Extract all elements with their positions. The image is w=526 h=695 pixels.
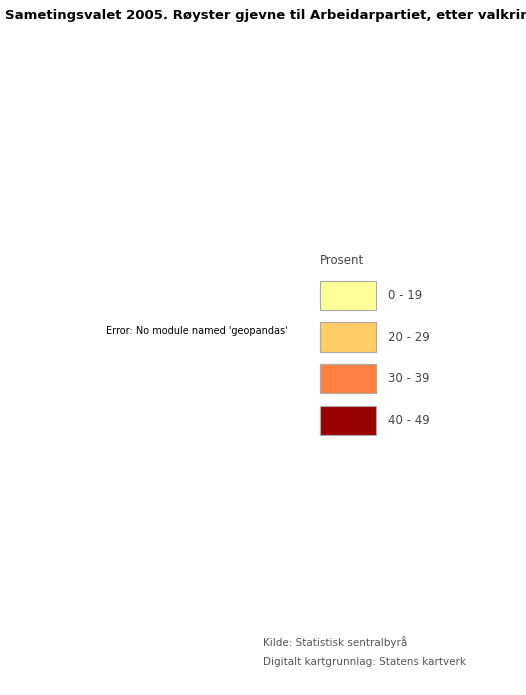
- FancyBboxPatch shape: [320, 322, 376, 352]
- Text: Error: No module named 'geopandas': Error: No module named 'geopandas': [106, 325, 288, 336]
- Text: 20 - 29: 20 - 29: [388, 331, 429, 343]
- FancyBboxPatch shape: [320, 406, 376, 435]
- Text: 0 - 19: 0 - 19: [388, 289, 422, 302]
- Text: 40 - 49: 40 - 49: [388, 414, 429, 427]
- Text: Kilde: Statistisk sentralbyrå: Kilde: Statistisk sentralbyrå: [263, 637, 407, 648]
- Text: Digitalt kartgrunnlag: Statens kartverk: Digitalt kartgrunnlag: Statens kartverk: [263, 657, 466, 667]
- Text: Sametingsvalet 2005. Røyster gjevne til Arbeidarpartiet, etter valkrins. Prosent: Sametingsvalet 2005. Røyster gjevne til …: [5, 9, 526, 22]
- FancyBboxPatch shape: [320, 281, 376, 310]
- Text: Prosent: Prosent: [320, 254, 364, 267]
- FancyBboxPatch shape: [320, 364, 376, 393]
- Text: 30 - 39: 30 - 39: [388, 373, 429, 385]
